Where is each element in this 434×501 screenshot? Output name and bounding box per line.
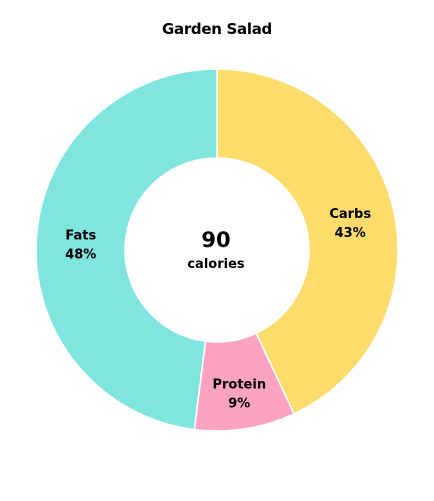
slice-fats — [35, 68, 218, 431]
slice-percent-protein: 9% — [228, 397, 250, 412]
center-layer: 90 calories — [187, 228, 245, 272]
slices-layer — [35, 68, 399, 432]
slice-percent-carbs: 43% — [335, 226, 366, 241]
chart-title: Garden Salad — [162, 20, 272, 38]
slice-label-protein: Protein — [212, 378, 266, 393]
slice-percent-fats: 48% — [65, 247, 96, 262]
slice-label-fats: Fats — [65, 228, 96, 243]
center-calorie-unit: calories — [187, 257, 245, 272]
labels-layer: Carbs 43% Protein 9% Fats 48% — [65, 207, 371, 412]
slice-carbs — [216, 68, 399, 415]
center-calorie-value: 90 — [201, 228, 230, 252]
slice-label-carbs: Carbs — [329, 207, 371, 222]
